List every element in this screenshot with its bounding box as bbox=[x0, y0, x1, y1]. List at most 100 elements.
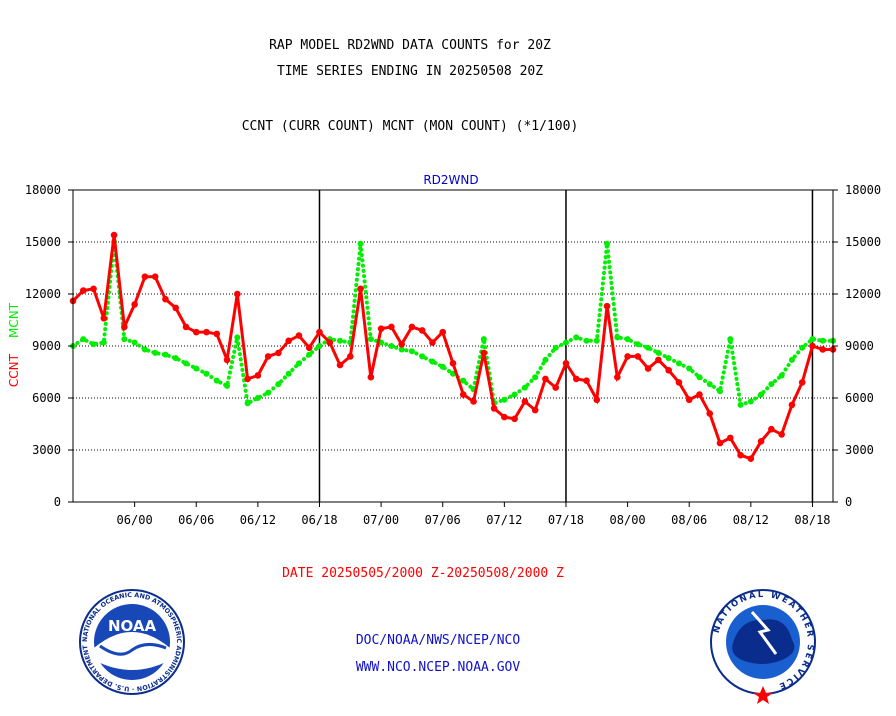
point-ccnt bbox=[501, 413, 508, 421]
point-ccnt bbox=[747, 455, 755, 462]
point-ccnt bbox=[480, 349, 488, 357]
y-tick-label-right: 12000 bbox=[845, 287, 881, 301]
point-mcnt bbox=[624, 336, 631, 343]
point-ccnt bbox=[562, 360, 570, 367]
point-mcnt bbox=[562, 339, 569, 346]
y-axis-right: 0 3000 6000 9000 12000 15000 18000 bbox=[833, 183, 881, 509]
point-mcnt bbox=[717, 388, 724, 395]
point-ccnt bbox=[182, 323, 190, 331]
point-ccnt bbox=[778, 431, 785, 438]
point-ccnt bbox=[121, 323, 128, 331]
point-ccnt bbox=[716, 439, 724, 447]
point-mcnt bbox=[706, 381, 713, 388]
point-ccnt bbox=[768, 425, 775, 433]
point-mcnt bbox=[162, 351, 169, 358]
x-tick-label: 06/18 bbox=[301, 513, 337, 527]
point-ccnt bbox=[192, 328, 200, 336]
point-ccnt bbox=[542, 375, 549, 383]
point-ccnt bbox=[593, 396, 601, 404]
x-tick-label: 08/18 bbox=[794, 513, 830, 527]
point-mcnt bbox=[819, 337, 826, 344]
y-axis-label-ccnt: CCNT bbox=[7, 353, 21, 387]
chart-subtitle: TIME SERIES ENDING IN 20250508 20Z bbox=[276, 64, 544, 79]
y-tick-label-left: 9000 bbox=[32, 339, 61, 353]
point-mcnt bbox=[295, 360, 302, 367]
x-tick-label: 06/00 bbox=[117, 513, 153, 527]
point-ccnt bbox=[151, 273, 159, 280]
point-ccnt bbox=[490, 405, 498, 412]
y-tick-label-left: 18000 bbox=[25, 183, 61, 197]
series-line-ccnt bbox=[71, 234, 835, 461]
point-ccnt bbox=[264, 353, 272, 360]
point-mcnt bbox=[265, 389, 272, 396]
point-mcnt bbox=[809, 336, 816, 343]
point-ccnt bbox=[275, 349, 282, 357]
point-mcnt bbox=[573, 334, 580, 341]
point-ccnt bbox=[223, 356, 231, 364]
point-ccnt bbox=[634, 353, 642, 360]
point-ccnt bbox=[172, 304, 180, 312]
point-mcnt bbox=[655, 349, 662, 356]
point-mcnt bbox=[367, 336, 374, 343]
website-link[interactable]: WWW.NCO.NCEP.NOAA.GOV bbox=[355, 660, 521, 675]
point-ccnt bbox=[470, 398, 477, 405]
point-mcnt bbox=[337, 337, 344, 344]
nws-logo: NATIONAL WEATHER SERVICE bbox=[710, 589, 816, 704]
point-mcnt bbox=[727, 336, 734, 343]
y-tick-label-left: 15000 bbox=[25, 235, 61, 249]
point-ccnt bbox=[79, 287, 87, 294]
point-ccnt bbox=[459, 391, 467, 398]
noaa-logo: NOAA NATIONAL OCEANIC AND ATMOSPHERIC AD… bbox=[0, 0, 185, 695]
point-ccnt bbox=[295, 332, 303, 339]
point-mcnt bbox=[141, 346, 148, 353]
point-mcnt bbox=[285, 370, 292, 377]
point-mcnt bbox=[532, 374, 539, 381]
y-tick-label-right: 9000 bbox=[845, 339, 874, 353]
point-mcnt bbox=[737, 401, 744, 408]
x-tick-label: 07/00 bbox=[363, 513, 399, 527]
y-tick-label-left: 12000 bbox=[25, 287, 61, 301]
point-mcnt bbox=[419, 353, 426, 360]
point-mcnt bbox=[665, 355, 672, 362]
x-tick-label: 07/18 bbox=[548, 513, 584, 527]
point-ccnt bbox=[809, 342, 816, 350]
point-mcnt bbox=[152, 349, 159, 356]
point-mcnt bbox=[501, 396, 508, 403]
point-ccnt bbox=[316, 328, 323, 336]
point-mcnt bbox=[634, 341, 641, 348]
y-axis-label: CCNT MCNT bbox=[7, 302, 21, 387]
point-mcnt bbox=[275, 381, 282, 388]
x-tick-label: 06/12 bbox=[240, 513, 276, 527]
point-ccnt bbox=[624, 353, 631, 360]
point-ccnt bbox=[552, 384, 560, 391]
x-tick-label: 08/12 bbox=[733, 513, 769, 527]
point-mcnt bbox=[90, 341, 97, 348]
series-line-mcnt bbox=[71, 241, 835, 408]
point-ccnt bbox=[737, 451, 744, 459]
point-ccnt bbox=[234, 290, 241, 298]
x-tick-label: 07/12 bbox=[486, 513, 522, 527]
org-line: DOC/NOAA/NWS/NCEP/NCO bbox=[355, 633, 521, 648]
point-mcnt bbox=[799, 344, 806, 351]
point-ccnt bbox=[614, 373, 621, 381]
point-mcnt bbox=[686, 365, 693, 372]
series-description: CCNT (CURR COUNT) MCNT (MON COUNT) (*1/1… bbox=[241, 119, 579, 134]
point-mcnt bbox=[316, 343, 323, 349]
point-mcnt bbox=[593, 337, 600, 344]
point-mcnt bbox=[80, 336, 87, 343]
point-mcnt bbox=[388, 343, 395, 349]
x-tick-label: 08/00 bbox=[610, 513, 646, 527]
point-mcnt bbox=[131, 339, 138, 346]
point-ccnt bbox=[655, 356, 662, 364]
point-mcnt bbox=[542, 356, 549, 363]
x-tick-label: 06/06 bbox=[178, 513, 214, 527]
point-ccnt bbox=[511, 415, 518, 423]
point-mcnt bbox=[182, 360, 189, 367]
point-mcnt bbox=[398, 346, 405, 353]
point-ccnt bbox=[439, 328, 447, 336]
point-mcnt bbox=[552, 344, 559, 351]
point-mcnt bbox=[429, 358, 436, 365]
point-ccnt bbox=[100, 314, 108, 322]
point-mcnt bbox=[758, 391, 765, 398]
